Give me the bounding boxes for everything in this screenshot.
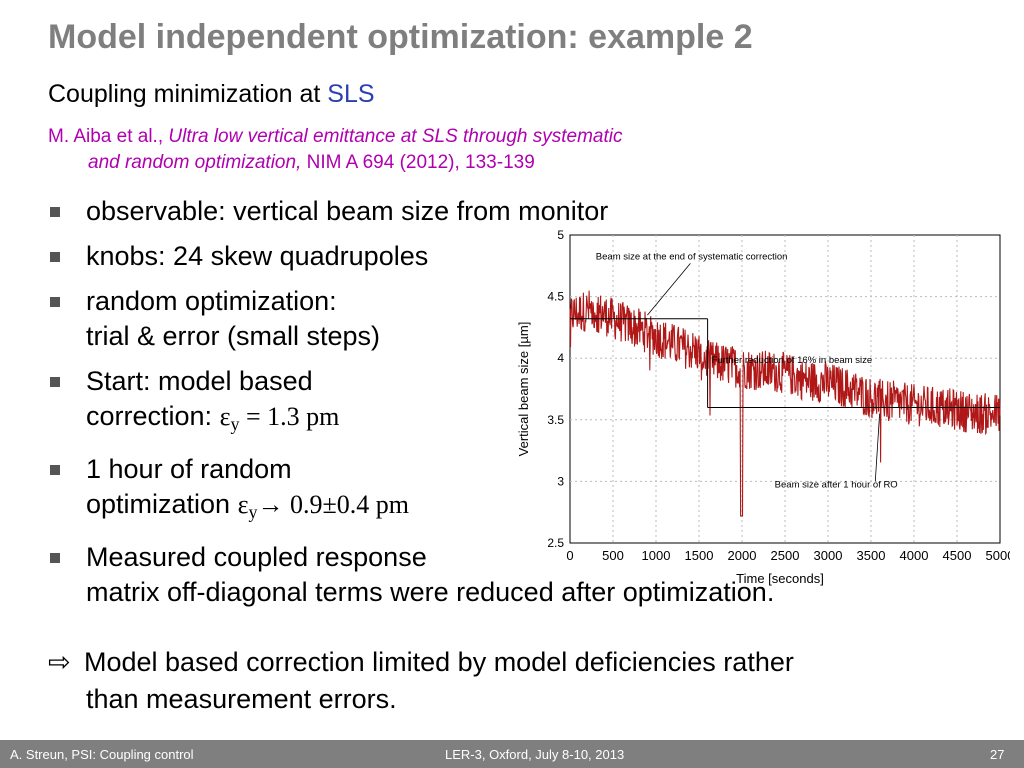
x-tick-label: 3000: [814, 548, 843, 563]
conclusion-text-cont: than measurement errors.: [86, 684, 397, 714]
x-tick-label: 500: [602, 548, 624, 563]
emittance-symbol: ε: [219, 402, 231, 431]
x-tick-label: 2500: [771, 548, 800, 563]
x-tick-label: 0: [566, 548, 573, 563]
ref-title-1: Ultra low vertical emittance at SLS thro…: [168, 126, 623, 147]
x-tick-label: 1000: [642, 548, 671, 563]
footer-bar: A. Streun, PSI: Coupling control LER-3, …: [0, 740, 1024, 768]
bullet-text-cont: correction:: [86, 401, 220, 431]
annotation-label: Beam size at the end of systematic corre…: [596, 252, 788, 263]
x-tick-label: 2000: [728, 548, 757, 563]
y-tick-label: 3: [557, 474, 564, 488]
emittance-subscript: y: [230, 414, 240, 434]
x-tick-label: 1500: [685, 548, 714, 563]
ref-title-2: and random optimization,: [88, 152, 302, 173]
bullet-square-icon: [50, 297, 60, 307]
bullet-text-cont: matrix off-diagonal terms were reduced a…: [86, 577, 775, 607]
y-tick-label: 5: [557, 228, 564, 242]
slide-subtitle: Coupling minimization at SLS: [48, 80, 375, 109]
bullet-square-icon: [50, 465, 60, 475]
bullet-text: 1 hour of random: [86, 454, 292, 484]
x-axis-label: Time [seconds]: [736, 571, 824, 586]
y-axis-label: Vertical beam size [µm]: [516, 322, 531, 457]
hollow-arrow-icon: ⇨: [48, 647, 71, 677]
bullet-text-cont: optimization: [86, 489, 238, 519]
page-number: 27: [990, 747, 1005, 762]
x-tick-label: 4000: [900, 548, 929, 563]
ref-journal: NIM A 694 (2012), 133-139: [301, 152, 535, 173]
annotations: Beam size at the end of systematic corre…: [596, 252, 898, 491]
bullet-square-icon: [50, 252, 60, 262]
footer-author: A. Streun, PSI: Coupling control: [10, 747, 194, 762]
subtitle-accent: SLS: [327, 80, 375, 108]
reference-lines: [570, 318, 1000, 408]
y-tick-label: 4.5: [547, 290, 564, 304]
annotation-pointer: [874, 413, 880, 482]
footer-event: LER-3, Oxford, July 8-10, 2013: [445, 747, 625, 762]
bullet-text: Start: model based: [86, 366, 313, 396]
slide-title: Model independent optimization: example …: [48, 18, 753, 56]
x-tick-label: 4500: [943, 548, 972, 563]
bullet-list: observable: vertical beam size from moni…: [48, 194, 774, 620]
ref-authors: M. Aiba et al.,: [48, 126, 169, 147]
emittance-subscript: y: [248, 502, 258, 522]
annotation-pointer: [647, 263, 691, 316]
emittance-value: → 0.9±0.4 pm: [257, 490, 410, 519]
y-tick-label: 2.5: [547, 536, 564, 550]
bullet-text-cont: trial & error (small steps): [86, 321, 381, 351]
conclusion: ⇨ Model based correction limited by model…: [48, 644, 794, 718]
series-trace: [569, 290, 1001, 517]
bullet-text: knobs: 24 skew quadrupoles: [86, 241, 429, 271]
bullet-text: random optimization:: [86, 286, 337, 316]
emittance-value: = 1.3 pm: [239, 402, 340, 431]
bullet-item: observable: vertical beam size from moni…: [48, 194, 774, 229]
bullet-text: observable: vertical beam size from moni…: [86, 196, 609, 226]
subtitle-text: Coupling minimization at: [48, 80, 328, 108]
x-tick-label: 5000: [986, 548, 1010, 563]
bullet-square-icon: [50, 553, 60, 563]
bullet-item: Measured coupled response matrix off-diag…: [48, 540, 774, 610]
emittance-symbol: ε: [237, 490, 249, 519]
bullet-text: Measured coupled response: [86, 542, 427, 572]
axis-ticks: 0 500 1000 1500 2000 2500 3000 3500 4000 4500 5000…: [547, 228, 1010, 563]
annotation-label: Further reduction of 16% in beam size: [712, 355, 873, 366]
grid: [570, 235, 1000, 543]
bullet-item: knobs: 24 skew quadrupoles: [48, 239, 774, 274]
bullet-square-icon: [50, 207, 60, 217]
annotation-label: Beam size after 1 hour of RO: [775, 480, 898, 491]
bullet-item: random optimization: trial & error (small…: [48, 284, 774, 354]
bullet-item: 1 hour of random optimization εy→ 0.9±0.4…: [48, 452, 774, 530]
beam-size-chart: 0 500 1000 1500 2000 2500 3000 3500 4000 4500 5000…: [516, 228, 1010, 586]
x-tick-label: 3500: [857, 548, 886, 563]
y-tick-label: 4: [557, 351, 564, 365]
reference: M. Aiba et al., Ultra low vertical emitt…: [48, 124, 622, 176]
bullet-item: Start: model based correction: εy = 1.3 p…: [48, 364, 774, 442]
y-tick-label: 3.5: [547, 413, 564, 427]
bullet-square-icon: [50, 377, 60, 387]
beam-size-trace: [569, 290, 1001, 517]
conclusion-text: Model based correction limited by model …: [84, 647, 794, 677]
